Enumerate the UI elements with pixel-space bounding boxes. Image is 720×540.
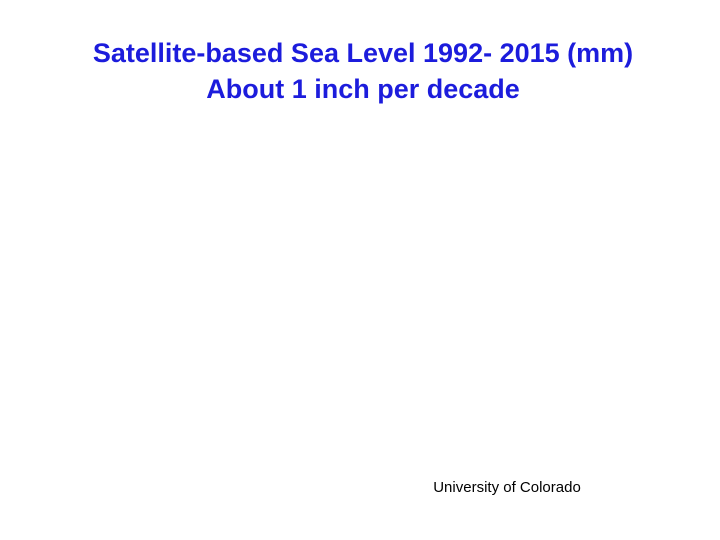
source-credit: University of Colorado (433, 479, 581, 496)
subtitle-line: About 1 inch per decade (206, 74, 520, 104)
title-line: Satellite-based Sea Level 1992- 2015 (mm… (92, 38, 634, 68)
